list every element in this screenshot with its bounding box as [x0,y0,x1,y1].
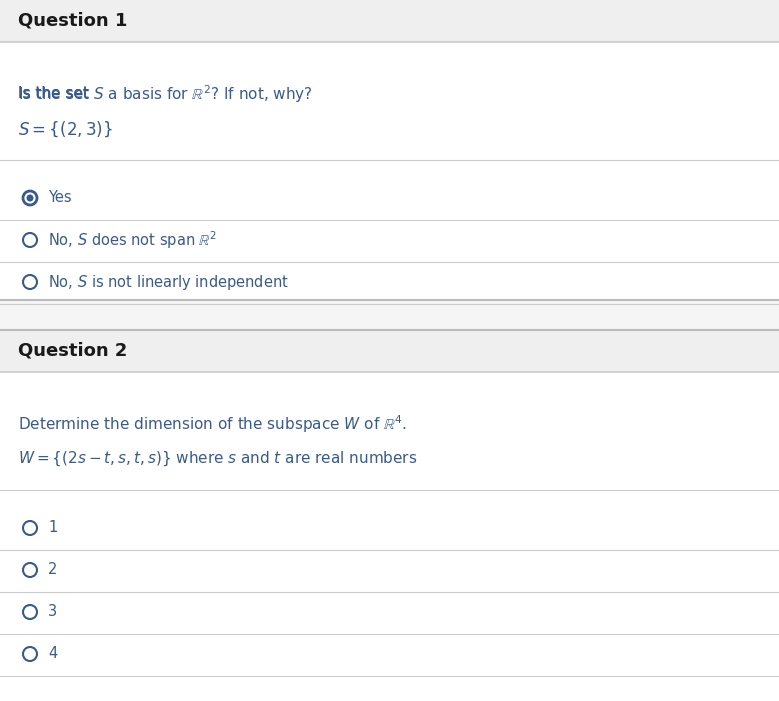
Bar [0,0,779,42]
Text: 3: 3 [48,604,57,620]
Bar [0,330,779,372]
Circle shape [26,194,33,201]
Circle shape [23,605,37,619]
Text: No, $\mathit{S}$ is not linearly independent: No, $\mathit{S}$ is not linearly indepen… [48,273,289,292]
Bar [0,42,779,300]
Circle shape [23,521,37,535]
Text: 1: 1 [48,521,57,536]
Text: Determine the dimension of the subspace $\mathit{W}$ of $\mathbb{R}^4$.: Determine the dimension of the subspace … [18,413,407,435]
Circle shape [23,563,37,577]
Text: $W = \{(2s - t, s, t, s)\}$ where $s$ and $t$ are real numbers: $W = \{(2s - t, s, t, s)\}$ where $s$ an… [18,450,418,468]
Text: Yes: Yes [48,191,72,205]
Text: $S = \{(2, 3)\}$: $S = \{(2, 3)\}$ [18,119,113,139]
Text: Is the set $\mathit{S}$ a basis for $\mathbb{R}^2$? If not, why?: Is the set $\mathit{S}$ a basis for $\ma… [18,83,313,105]
Circle shape [23,275,37,289]
Bar [0,372,779,701]
Text: Question 1: Question 1 [18,12,128,30]
Bar [0,300,779,330]
Text: Is the set: Is the set [18,86,93,102]
Circle shape [23,233,37,247]
Text: 4: 4 [48,646,57,662]
Circle shape [23,191,37,205]
Text: Is the set: Is the set [18,86,93,102]
Circle shape [23,647,37,661]
Text: 2: 2 [48,562,58,578]
Text: No, $\mathit{S}$ does not span $\mathbb{R}^2$: No, $\mathit{S}$ does not span $\mathbb{… [48,229,217,251]
Text: Question 2: Question 2 [18,342,128,360]
